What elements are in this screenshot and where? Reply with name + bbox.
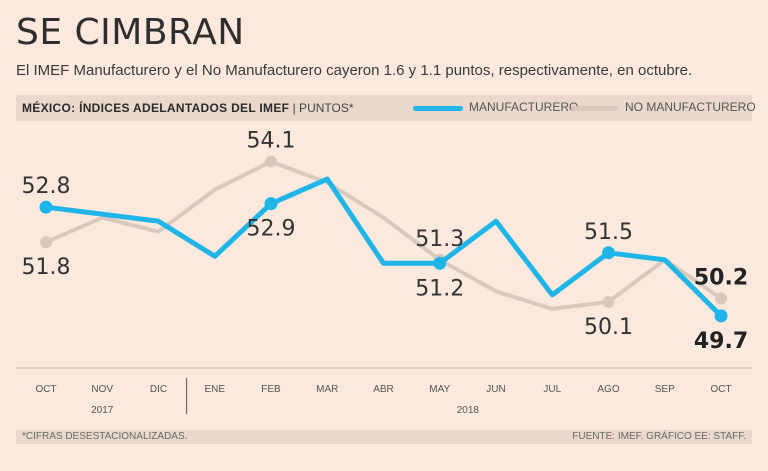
- x-tick-label: JUN: [486, 384, 505, 395]
- data-label-manufacturero: 52.8: [22, 174, 71, 199]
- legend-swatch-manufacturero: [413, 106, 463, 111]
- page-title: SE CIMBRAN: [16, 12, 245, 53]
- data-point-manufacturero: [264, 197, 278, 211]
- x-tick-label: AGO: [597, 384, 619, 395]
- legend-swatch-no-manufacturero: [571, 106, 619, 111]
- page-subtitle: El IMEF Manufacturero y el No Manufactur…: [16, 62, 693, 79]
- chart-title: MÉXICO: ÍNDICES ADELANTADOS DEL IMEF | P…: [22, 101, 354, 115]
- x-tick-label: SEP: [655, 384, 675, 395]
- data-point-no-manufacturero: [40, 236, 52, 249]
- x-tick-label: OCT: [710, 384, 731, 395]
- data-point-manufacturero: [39, 200, 53, 214]
- x-tick-label: DIC: [150, 384, 167, 395]
- data-label-no-manufacturero: 54.1: [247, 129, 296, 154]
- data-point-manufacturero: [602, 246, 615, 260]
- x-tick-label: ABR: [373, 384, 394, 395]
- data-label-manufacturero: 49.7: [694, 329, 748, 354]
- legend-label-manufacturero: MANUFACTURERO: [469, 100, 579, 114]
- data-label-manufacturero: 51.5: [584, 220, 633, 245]
- data-point-manufacturero: [714, 309, 728, 323]
- chart-header: MÉXICO: ÍNDICES ADELANTADOS DEL IMEF | P…: [16, 95, 756, 121]
- chart-unit: | PUNTOS*: [292, 101, 354, 115]
- chart-title-text: MÉXICO: ÍNDICES ADELANTADOS DEL IMEF: [22, 101, 290, 115]
- data-label-no-manufacturero: 50.2: [694, 265, 748, 290]
- data-point-no-manufacturero: [602, 295, 615, 308]
- x-tick-label: ENE: [204, 384, 225, 395]
- data-point-manufacturero: [433, 256, 447, 270]
- x-tick-label: FEB: [261, 384, 281, 395]
- x-tick-label: OCT: [35, 384, 56, 395]
- x-year-label: 2017: [91, 405, 114, 416]
- x-tick-label: MAY: [429, 384, 450, 395]
- footnote: *CIFRAS DESESTACIONALIZADAS.: [22, 431, 188, 442]
- data-label-no-manufacturero: 51.8: [22, 255, 71, 280]
- footer: *CIFRAS DESESTACIONALIZADAS. FUENTE: IME…: [16, 430, 752, 444]
- data-point-no-manufacturero: [715, 292, 727, 305]
- x-tick-label: MAR: [316, 384, 338, 395]
- data-point-no-manufacturero: [265, 155, 277, 168]
- data-label-no-manufacturero: 50.1: [584, 315, 633, 340]
- data-label-manufacturero: 51.2: [415, 276, 464, 301]
- data-label-no-manufacturero: 51.3: [415, 227, 464, 252]
- data-label-manufacturero: 52.9: [247, 217, 296, 242]
- x-year-label: 2018: [457, 405, 480, 416]
- x-tick-label: NOV: [91, 384, 113, 395]
- x-tick-label: JUL: [543, 384, 561, 395]
- legend-label-no-manufacturero: NO MANUFACTURERO: [625, 100, 756, 114]
- source-note: FUENTE: IMEF. GRÁFICO EE: STAFF.: [572, 431, 746, 442]
